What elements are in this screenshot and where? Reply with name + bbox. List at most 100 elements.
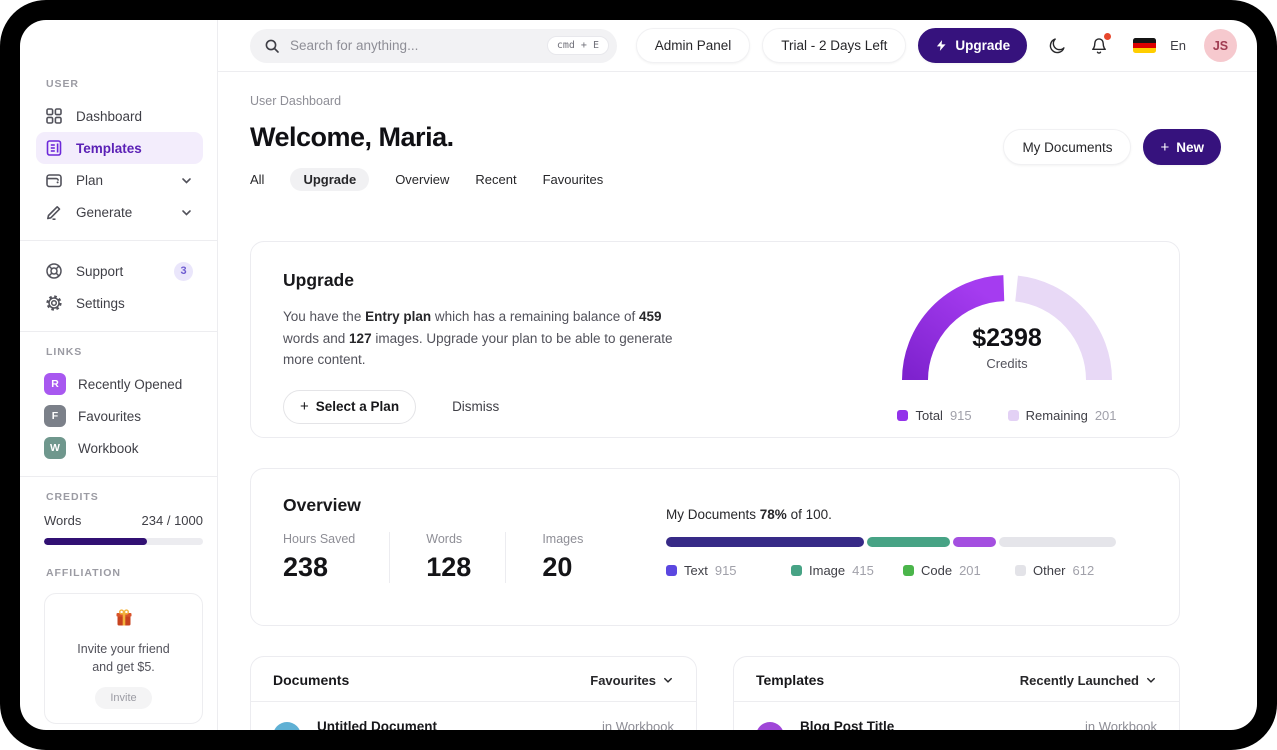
- sidebar-item-label: Generate: [76, 204, 133, 220]
- dismiss-button[interactable]: Dismiss: [446, 398, 505, 415]
- tab-upgrade[interactable]: Upgrade: [290, 167, 370, 191]
- tab-overview[interactable]: Overview: [395, 171, 450, 187]
- user-avatar[interactable]: JS: [1204, 29, 1237, 62]
- documents-card-header: Documents Favourites: [251, 657, 696, 702]
- moon-icon: [1049, 37, 1065, 53]
- gauge-center: $2398 Credits: [887, 324, 1127, 371]
- admin-panel-button[interactable]: Admin Panel: [635, 28, 751, 63]
- template-avatar: [756, 722, 784, 730]
- overview-card-title: Overview: [283, 495, 361, 515]
- chevron-down-icon: [664, 677, 672, 683]
- page-title: Welcome, Maria.: [250, 122, 454, 152]
- sidebar-item-settings[interactable]: Settings: [36, 287, 203, 319]
- upgrade-button[interactable]: Upgrade: [918, 28, 1028, 63]
- notifications-button[interactable]: [1089, 32, 1112, 56]
- templates-filter-dropdown[interactable]: Recently Launched: [1020, 673, 1157, 688]
- sidebar-link-recently-opened[interactable]: R Recently Opened: [36, 368, 203, 400]
- legend-other: Other 612: [1015, 563, 1116, 578]
- sidebar-item-templates[interactable]: Templates: [36, 132, 203, 164]
- my-documents-button[interactable]: My Documents: [1003, 129, 1132, 165]
- affiliation-box: Invite your friend and get $5. Invite: [44, 593, 203, 725]
- search-shortcut: cmd + E: [546, 36, 609, 55]
- template-title: Blog Post Title: [800, 719, 895, 730]
- stat-hours-saved: Hours Saved 238: [283, 532, 356, 582]
- topbar: Search for anything... cmd + E Admin Pan…: [218, 20, 1257, 72]
- gauge-value: $2398: [972, 324, 1042, 352]
- sidebar-item-support[interactable]: Support 3: [36, 255, 203, 287]
- plus-icon: +: [300, 398, 309, 416]
- tab-all[interactable]: All: [250, 171, 265, 187]
- lightning-icon: [937, 40, 946, 51]
- credits-progress-fill: [44, 538, 148, 545]
- document-row[interactable]: Untitled Document in Workbook: [251, 702, 696, 730]
- sidebar-item-label: Support: [76, 263, 124, 279]
- sidebar-section-credits: CREDITS: [46, 491, 99, 503]
- divider: [20, 476, 217, 477]
- credits-gauge: $2398 Credits Total 915 Remaining 201: [887, 262, 1127, 423]
- pencil-icon: [47, 206, 61, 220]
- search-input[interactable]: Search for anything... cmd + E: [250, 28, 617, 63]
- gear-icon: [46, 295, 62, 311]
- search-placeholder: Search for anything...: [290, 38, 419, 53]
- legend-total: Total 915: [897, 408, 972, 423]
- my-documents-progress: My Documents 78% of 100. Text 915: [666, 507, 1116, 578]
- support-badge: 3: [174, 261, 193, 281]
- language-label[interactable]: En: [1170, 38, 1186, 53]
- templates-card: Templates Recently Launched Blog Post Ti…: [733, 656, 1180, 730]
- sidebar-item-plan[interactable]: Plan: [36, 164, 203, 196]
- sidebar-link-favourites[interactable]: F Favourites: [36, 400, 203, 432]
- my-documents-line: My Documents 78% of 100.: [666, 507, 832, 522]
- main-content: User Dashboard Welcome, Maria. My Docume…: [218, 72, 1257, 730]
- template-row[interactable]: Blog Post Title in Workbook: [734, 702, 1179, 730]
- sidebar-item-label: Dashboard: [76, 108, 143, 124]
- chevron-down-icon: [182, 209, 191, 216]
- credits-label: Words: [44, 513, 82, 528]
- bar-legend: Text 915 Image 415 Code 201: [666, 563, 1116, 578]
- germany-flag-icon[interactable]: [1133, 38, 1157, 53]
- documents-card: Documents Favourites Untitled Document i…: [250, 656, 697, 730]
- trial-button[interactable]: Trial - 2 Days Left: [762, 28, 907, 63]
- sidebar-item-label: Templates: [76, 140, 142, 156]
- legend-code: Code 201: [903, 563, 1015, 578]
- gauge-remaining-arc: [1014, 275, 1112, 381]
- legend-text: Text 915: [666, 563, 791, 578]
- wallet-icon: [46, 174, 62, 188]
- tab-recent[interactable]: Recent: [475, 171, 517, 187]
- code-swatch: [903, 565, 914, 576]
- sidebar-link-workbook[interactable]: W Workbook: [36, 432, 203, 464]
- gift-icon: [116, 609, 131, 626]
- tabs: All Upgrade Overview Recent Favourites: [250, 167, 1257, 191]
- plus-icon: +: [1160, 138, 1170, 156]
- templates-card-title: Templates: [756, 672, 825, 688]
- tab-favourites[interactable]: Favourites: [542, 171, 604, 187]
- sidebar-section-user: USER: [46, 78, 79, 90]
- divider: [20, 331, 217, 332]
- legend-image: Image 415: [791, 563, 903, 578]
- stat-words: Words 128: [389, 532, 505, 583]
- credits-progress: [44, 538, 203, 545]
- credits-value: 234 / 1000: [141, 513, 203, 528]
- sidebar-link-label: Workbook: [78, 440, 139, 456]
- bar-segment-image: [867, 537, 951, 547]
- document-title: Untitled Document: [317, 719, 437, 730]
- dark-mode-toggle[interactable]: [1047, 36, 1067, 56]
- select-plan-button[interactable]: + Select a Plan: [283, 389, 417, 424]
- sidebar-section-links: LINKS: [46, 346, 83, 358]
- sidebar-link-label: Recently Opened: [78, 376, 183, 392]
- templates-icon: [46, 140, 62, 156]
- legend-remaining: Remaining 201: [1007, 408, 1117, 423]
- invite-button[interactable]: Invite: [95, 687, 152, 710]
- documents-filter-dropdown[interactable]: Favourites: [590, 673, 674, 688]
- sidebar-item-generate[interactable]: Generate: [36, 196, 203, 228]
- new-button[interactable]: + New: [1143, 129, 1221, 165]
- sidebar-link-label: Favourites: [78, 408, 142, 424]
- sidebar: USER Dashboard Templates Plan Generate S…: [20, 20, 218, 730]
- letter-tile-w: W: [44, 437, 66, 459]
- sidebar-item-label: Plan: [76, 172, 104, 188]
- templates-card-header: Templates Recently Launched: [734, 657, 1179, 702]
- sidebar-section-affiliation: AFFILIATION: [46, 567, 121, 579]
- chevron-down-icon: [182, 177, 191, 184]
- sidebar-item-dashboard[interactable]: Dashboard: [36, 100, 203, 132]
- bell-icon: [1092, 37, 1107, 54]
- app-window: USER Dashboard Templates Plan Generate S…: [20, 20, 1257, 730]
